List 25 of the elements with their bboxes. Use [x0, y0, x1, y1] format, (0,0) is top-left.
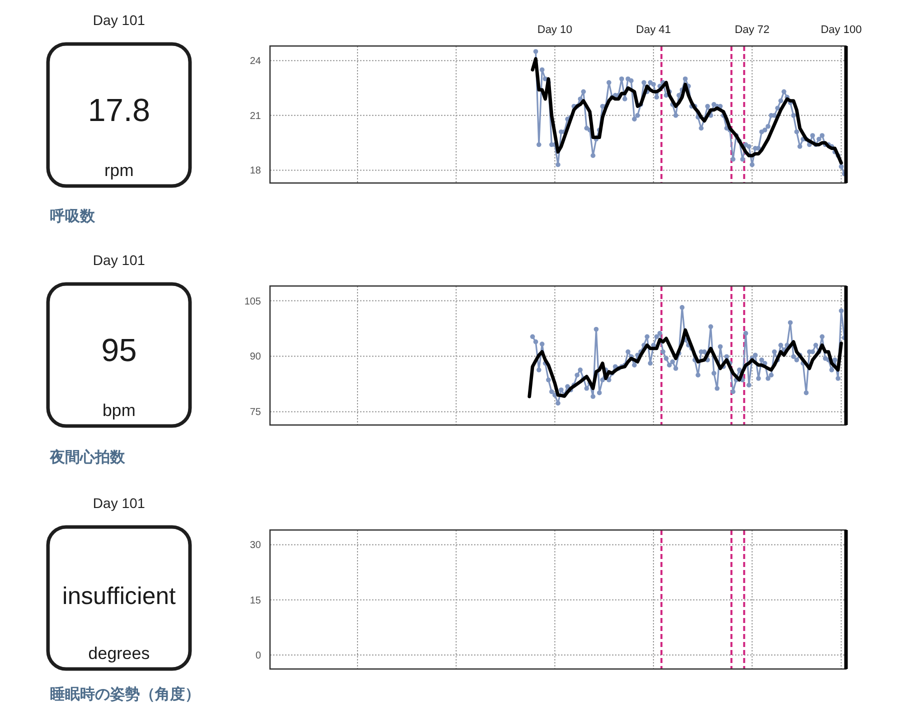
text: rpm [104, 161, 134, 180]
y-tick-label: 0 [255, 650, 262, 662]
y-tick-label: 21 [250, 110, 262, 122]
x-tick-label: Day 10 [537, 24, 572, 36]
text: 95 [101, 332, 137, 368]
text: 呼吸数 [50, 208, 96, 225]
x-tick-label: Day 100 [820, 24, 862, 36]
y-tick-label: 75 [250, 407, 262, 418]
text: 17.8 [88, 92, 150, 128]
x-tick-label: Day 72 [734, 24, 770, 36]
text: bpm [102, 401, 136, 420]
text: 夜間心拍数 [49, 448, 126, 466]
y-tick-label: 24 [250, 56, 262, 68]
y-tick-label: 15 [250, 595, 262, 606]
text: degrees [88, 644, 150, 663]
x-tick-label: Day 41 [636, 24, 671, 36]
y-tick-label: 18 [250, 166, 262, 177]
text: 睡眠時の姿勢（角度） [50, 685, 200, 703]
y-tick-label: 105 [244, 296, 262, 308]
text: Day 101 [92, 252, 146, 268]
y-tick-label: 30 [250, 540, 262, 552]
text: Day 101 [92, 495, 146, 511]
text: Day 101 [92, 12, 146, 28]
text: insufficient [62, 582, 176, 610]
y-tick-label: 90 [250, 352, 262, 363]
